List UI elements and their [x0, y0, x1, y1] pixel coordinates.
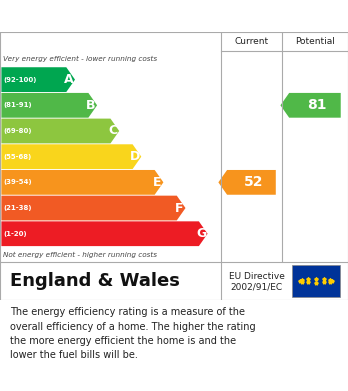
Polygon shape: [1, 196, 185, 221]
Text: B: B: [86, 99, 96, 112]
Text: 52: 52: [243, 175, 263, 189]
Bar: [292, 265, 340, 297]
Text: The energy efficiency rating is a measure of the
overall efficiency of a home. T: The energy efficiency rating is a measur…: [10, 307, 256, 361]
Text: (69-80): (69-80): [3, 128, 32, 134]
Polygon shape: [1, 144, 141, 169]
Text: (55-68): (55-68): [3, 154, 32, 160]
Polygon shape: [1, 221, 207, 246]
Polygon shape: [1, 170, 164, 195]
Text: Energy Efficiency Rating: Energy Efficiency Rating: [10, 7, 239, 25]
Text: A: A: [64, 73, 73, 86]
Text: (39-54): (39-54): [3, 179, 32, 185]
Text: Potential: Potential: [295, 37, 335, 46]
Text: E: E: [153, 176, 161, 189]
Text: EU Directive: EU Directive: [229, 272, 284, 281]
Polygon shape: [1, 67, 75, 92]
Text: 2002/91/EC: 2002/91/EC: [230, 283, 283, 292]
Text: D: D: [130, 150, 140, 163]
Text: C: C: [108, 124, 118, 138]
Text: 81: 81: [307, 98, 326, 112]
Text: F: F: [175, 201, 183, 215]
Polygon shape: [280, 93, 341, 118]
Polygon shape: [1, 93, 97, 118]
Text: (21-38): (21-38): [3, 205, 32, 211]
Text: (1-20): (1-20): [3, 231, 27, 237]
Text: G: G: [196, 227, 206, 240]
Text: (81-91): (81-91): [3, 102, 32, 108]
Text: Very energy efficient - lower running costs: Very energy efficient - lower running co…: [3, 56, 158, 62]
Text: Not energy efficient - higher running costs: Not energy efficient - higher running co…: [3, 251, 158, 258]
Text: England & Wales: England & Wales: [10, 272, 180, 290]
Polygon shape: [1, 118, 119, 143]
Polygon shape: [219, 170, 276, 195]
Text: Current: Current: [234, 37, 269, 46]
Text: (92-100): (92-100): [3, 77, 37, 83]
